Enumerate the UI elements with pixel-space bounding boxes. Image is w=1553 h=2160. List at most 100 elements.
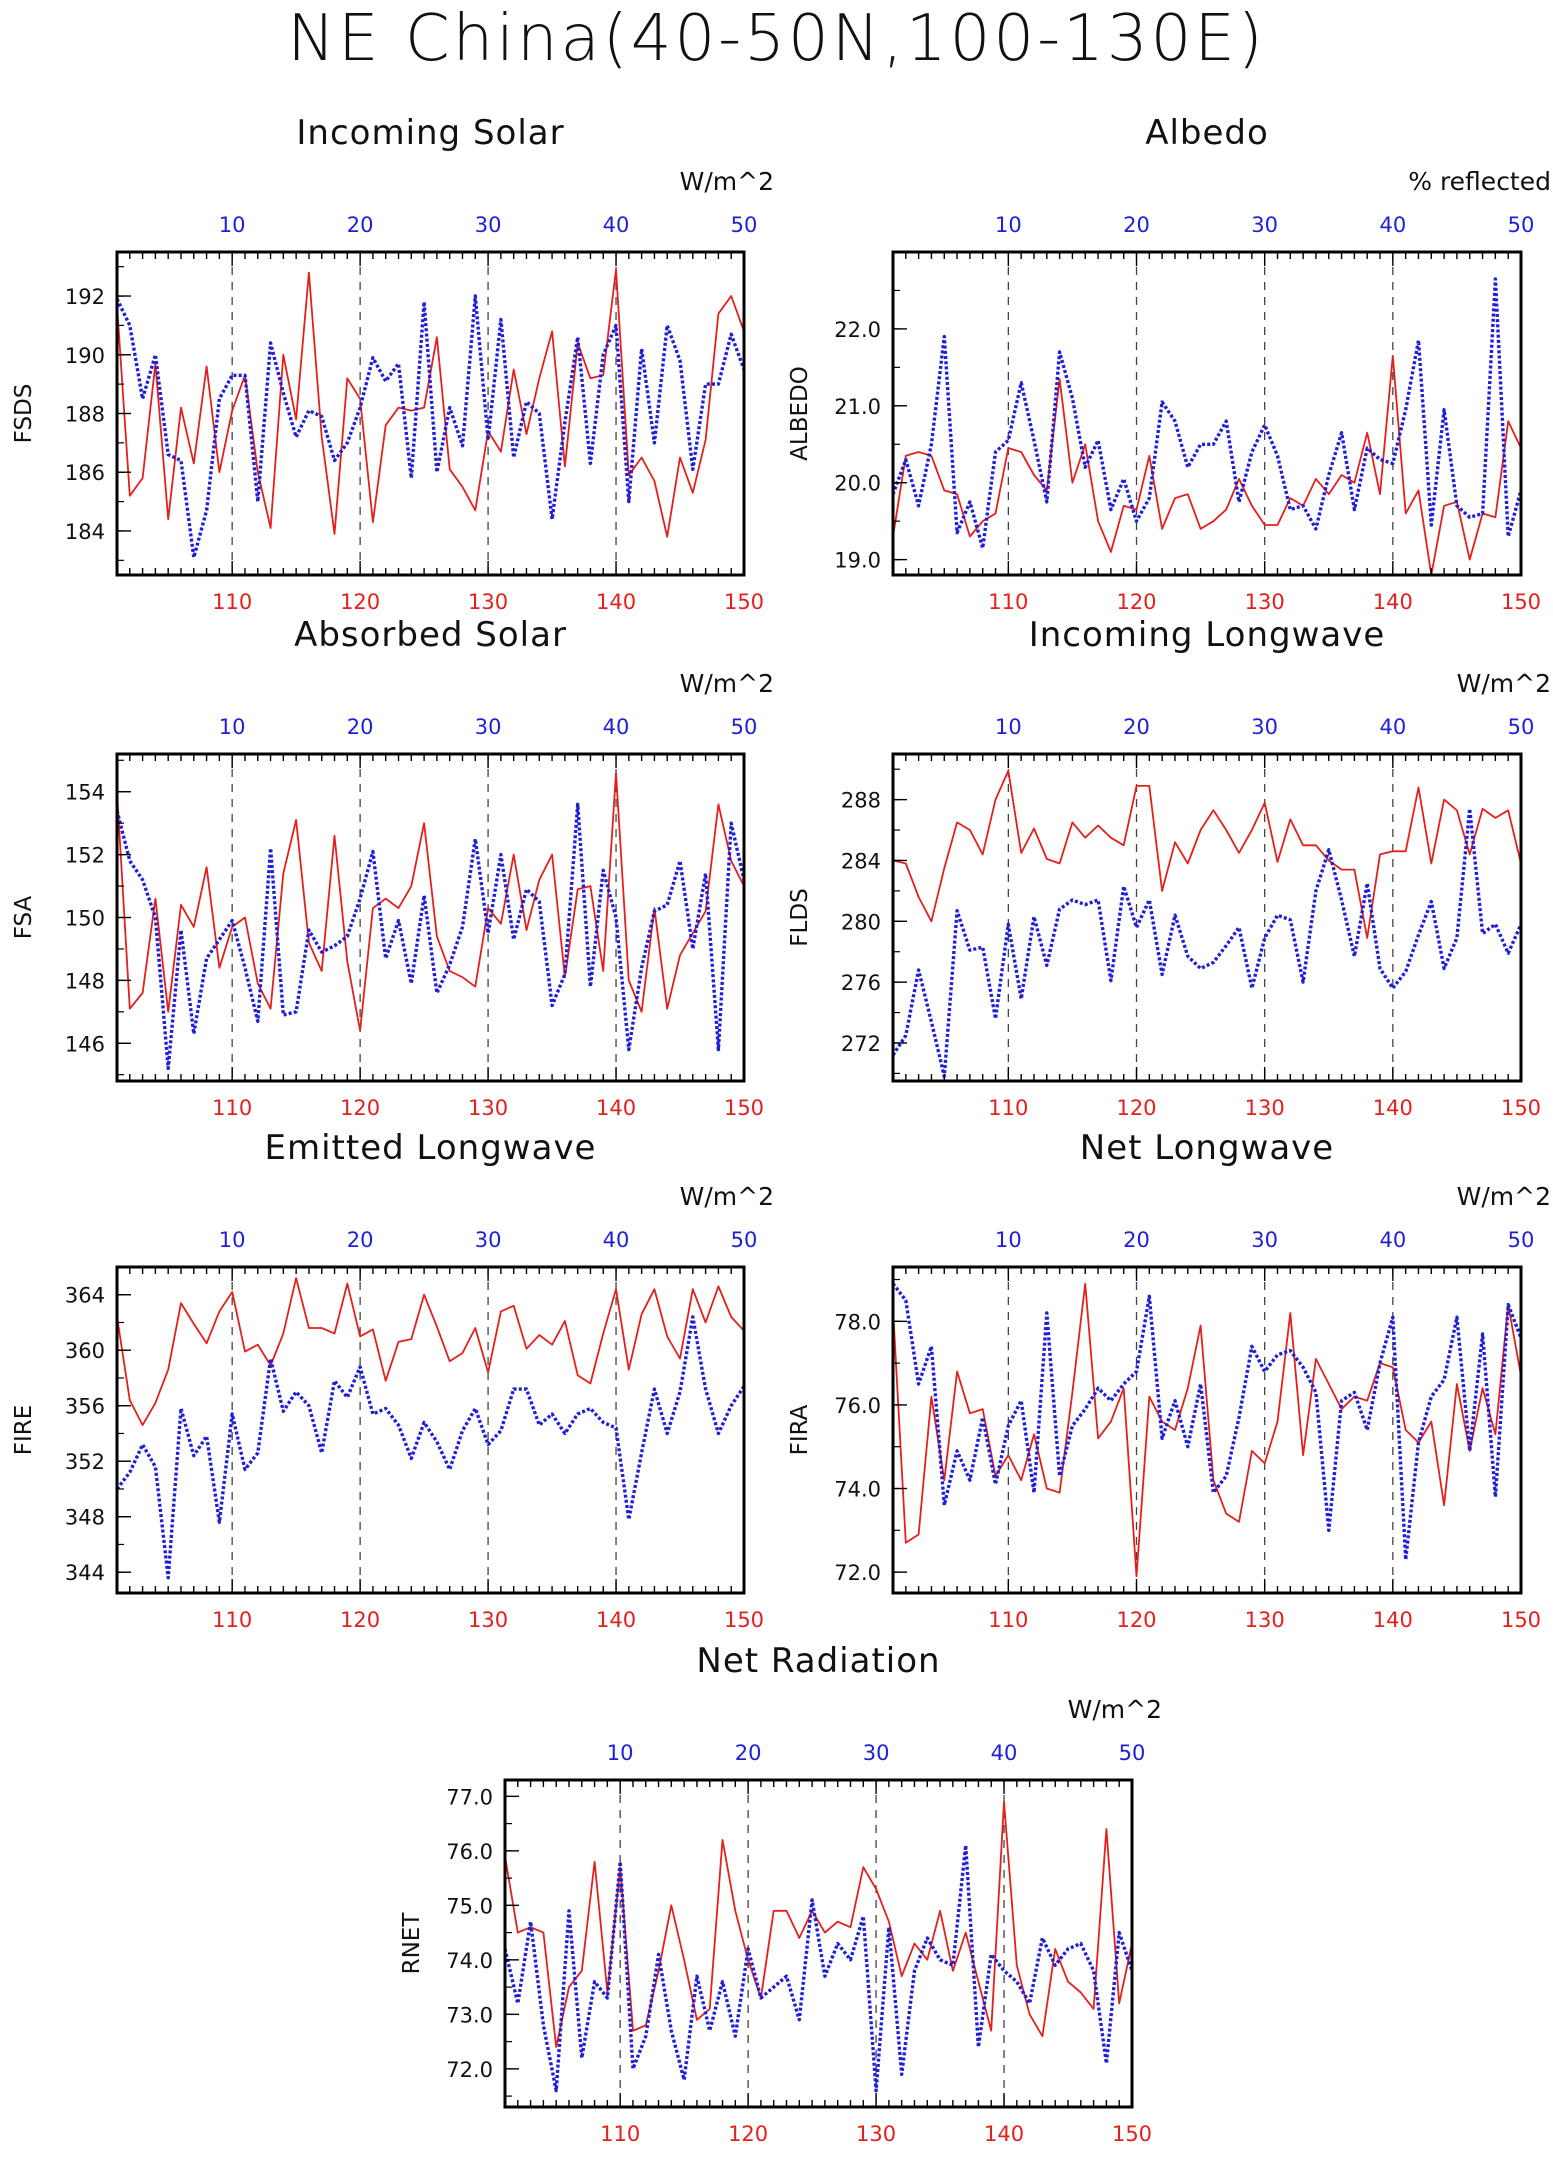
plot-frame: [891, 250, 1523, 577]
y-tick-label: 154: [65, 781, 105, 805]
chart-panel-5: Net Longwave W/m^2 FIRA 110 120 130 140 150 10 20…: [787, 1128, 1551, 1632]
x-top-tick-label: 20: [347, 213, 374, 237]
x-tick-label: 140: [596, 590, 636, 614]
y-tick-label: 73.0: [446, 2003, 493, 2027]
x-tick-label: 140: [1373, 1096, 1413, 1120]
x-tick-label: 110: [212, 590, 252, 614]
x-tick-label: 120: [1116, 1096, 1156, 1120]
y-tick-label: 352: [65, 1450, 105, 1474]
x-tick-label: 140: [1373, 1608, 1413, 1632]
units-label: W/m^2: [1068, 1695, 1162, 1724]
units-label: W/m^2: [680, 1182, 774, 1211]
y-tick-label: 74.0: [834, 1478, 881, 1502]
x-top-tick-label: 10: [219, 715, 246, 739]
units-label: W/m^2: [1457, 1182, 1551, 1211]
x-top-tick-label: 10: [995, 1228, 1022, 1252]
x-tick-label: 140: [596, 1608, 636, 1632]
x-top-tick-label: 50: [731, 1228, 758, 1252]
x-tick-label: 130: [856, 2122, 896, 2146]
panel-title: Incoming Longwave: [1029, 615, 1386, 655]
units-label: W/m^2: [680, 167, 774, 196]
x-tick-label: 130: [1245, 1096, 1285, 1120]
plot-frame: [891, 1265, 1523, 1595]
x-top-tick-label: 10: [607, 1741, 634, 1765]
x-tick-label: 140: [596, 1096, 636, 1120]
x-top-tick-label: 20: [1123, 213, 1150, 237]
x-top-tick-label: 10: [995, 213, 1022, 237]
y-axis-label: ALBEDO: [787, 366, 813, 461]
series-line-bottom: [116, 772, 745, 1032]
series-line-top: [115, 802, 746, 1071]
x-top-tick-label: 10: [995, 715, 1022, 739]
y-tick-label: 19.0: [834, 549, 881, 573]
x-top-tick-label: 30: [863, 1741, 890, 1765]
x-tick-label: 150: [1112, 2122, 1152, 2146]
panel-title: Net Radiation: [696, 1641, 940, 1681]
x-tick-label: 130: [468, 1096, 508, 1120]
y-tick-label: 280: [841, 910, 881, 934]
x-tick-label: 150: [724, 590, 764, 614]
y-tick-label: 77.0: [446, 1785, 493, 1809]
panel-title: Incoming Solar: [296, 113, 564, 153]
series-line-top: [115, 294, 746, 560]
x-top-tick-label: 30: [475, 1228, 502, 1252]
x-tick-label: 150: [1501, 1096, 1541, 1120]
y-tick-label: 74.0: [446, 1949, 493, 1973]
x-top-tick-label: 20: [347, 715, 374, 739]
y-tick-label: 75.0: [446, 1894, 493, 1918]
x-top-tick-label: 30: [475, 715, 502, 739]
series-line-top: [503, 1843, 1134, 2093]
x-tick-label: 110: [212, 1608, 252, 1632]
x-tick-label: 140: [984, 2122, 1024, 2146]
y-tick-label: 72.0: [446, 2058, 493, 2082]
y-tick-label: 152: [65, 844, 105, 868]
x-tick-label: 150: [724, 1608, 764, 1632]
y-tick-label: 76.0: [834, 1394, 881, 1418]
x-top-tick-label: 50: [731, 213, 758, 237]
panel-title: Absorbed Solar: [294, 615, 567, 655]
y-tick-label: 184: [65, 520, 105, 544]
x-top-tick-label: 40: [603, 715, 630, 739]
series-line-bottom: [892, 1282, 1522, 1578]
x-top-tick-label: 50: [1508, 213, 1535, 237]
x-top-tick-label: 50: [1119, 1741, 1146, 1765]
page-title: NE China(40-50N,100-130E): [287, 2, 1266, 76]
x-top-tick-label: 20: [735, 1741, 762, 1765]
plot-frame: [115, 1265, 746, 1595]
x-top-tick-label: 30: [1251, 1228, 1278, 1252]
series-line-bottom: [892, 769, 1522, 939]
x-tick-label: 120: [728, 2122, 768, 2146]
y-tick-label: 190: [65, 344, 105, 368]
series-line-top: [891, 1282, 1523, 1562]
y-tick-label: 186: [65, 461, 105, 485]
x-top-tick-label: 30: [1251, 715, 1278, 739]
y-tick-label: 21.0: [834, 395, 881, 419]
y-tick-label: 356: [65, 1395, 105, 1419]
x-tick-label: 120: [1116, 1608, 1156, 1632]
x-tick-label: 110: [212, 1096, 252, 1120]
plot-frame: [503, 1778, 1134, 2109]
y-tick-label: 148: [65, 969, 105, 993]
x-tick-label: 150: [724, 1096, 764, 1120]
x-top-tick-label: 30: [1251, 213, 1278, 237]
chart-panel-6: Net Radiation W/m^2 RNET 110 120 130 140 150 10 2…: [399, 1641, 1162, 2146]
x-tick-label: 110: [988, 590, 1028, 614]
x-top-tick-label: 50: [1508, 715, 1535, 739]
y-tick-label: 192: [65, 285, 105, 309]
y-tick-label: 76.0: [446, 1840, 493, 1864]
chart-panel-3: Incoming Longwave W/m^2 FLDS 110 120 130 140 15…: [787, 615, 1551, 1120]
y-tick-label: 22.0: [834, 318, 881, 342]
series-line-bottom: [504, 1800, 1133, 2048]
x-top-tick-label: 50: [1508, 1228, 1535, 1252]
x-tick-label: 110: [988, 1608, 1028, 1632]
panel-title: Emitted Longwave: [265, 1128, 597, 1168]
y-tick-label: 20.0: [834, 472, 881, 496]
x-top-tick-label: 50: [731, 715, 758, 739]
x-tick-label: 110: [988, 1096, 1028, 1120]
x-tick-label: 150: [1501, 590, 1541, 614]
x-tick-label: 150: [1501, 1608, 1541, 1632]
x-tick-label: 130: [468, 590, 508, 614]
y-axis-label: FIRA: [787, 1404, 813, 1455]
y-tick-label: 72.0: [834, 1561, 881, 1585]
x-top-tick-label: 10: [219, 213, 246, 237]
